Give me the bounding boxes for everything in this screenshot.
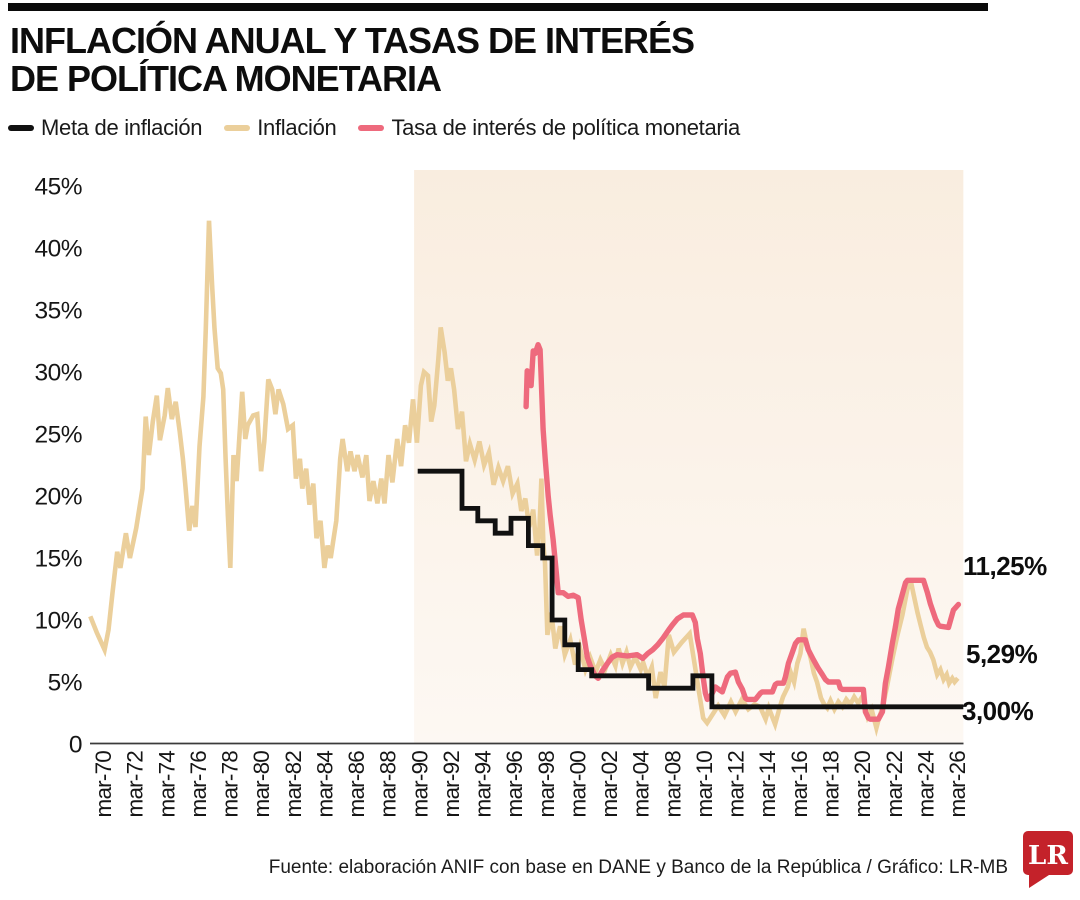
y-tick-label: 20% bbox=[34, 484, 82, 511]
x-tick-label: mar-10 bbox=[692, 751, 717, 818]
legend-item-1: Inflación bbox=[224, 115, 337, 141]
top-accent-bar bbox=[8, 3, 988, 11]
x-tick-label: mar-82 bbox=[281, 751, 306, 818]
y-tick-label: 45% bbox=[34, 174, 82, 201]
x-tick-label: mar-96 bbox=[502, 751, 527, 818]
x-tick-label: mar-12 bbox=[724, 751, 749, 818]
source-credit: Fuente: elaboración ANIF con base en DAN… bbox=[268, 857, 1008, 878]
y-tick-label: 30% bbox=[34, 360, 82, 387]
x-tick-label: mar-02 bbox=[597, 751, 622, 818]
x-tick-label: mar-00 bbox=[565, 751, 590, 818]
x-tick-label: mar-04 bbox=[629, 751, 654, 818]
y-tick-label: 0 bbox=[69, 732, 82, 759]
policy-rate-end-label: 11,25% bbox=[963, 551, 1047, 581]
legend-label: Tasa de interés de política monetaria bbox=[391, 115, 740, 140]
target-end-label: 3,00% bbox=[962, 696, 1034, 726]
page-title: INFLACIÓN ANUAL Y TASAS DE INTERÉS DE PO… bbox=[10, 20, 695, 99]
page-title-line1: INFLACIÓN ANUAL Y TASAS DE INTERÉS bbox=[10, 20, 695, 61]
x-tick-label: mar-24 bbox=[913, 751, 938, 818]
lr-logo-bubble bbox=[1023, 831, 1073, 888]
legend-item-0: Meta de inflación bbox=[8, 115, 203, 141]
x-tick-label: mar-98 bbox=[534, 751, 559, 818]
legend-dash-icon bbox=[8, 125, 34, 131]
policy-rate-line bbox=[523, 342, 962, 722]
lr-logo-text: LR bbox=[1028, 841, 1068, 871]
x-tick-label: mar-70 bbox=[91, 751, 116, 818]
legend-dash-icon bbox=[358, 125, 385, 131]
x-tick-label: mar-08 bbox=[660, 751, 685, 818]
legend: Meta de inflación Inflación Tasa de interé… bbox=[8, 115, 740, 141]
y-tick-label: 5% bbox=[48, 670, 82, 697]
legend-label: Inflación bbox=[257, 115, 337, 140]
y-tick-label: 25% bbox=[34, 422, 82, 449]
y-tick-label: 15% bbox=[34, 546, 82, 573]
x-tick-label: mar-26 bbox=[945, 751, 970, 818]
x-tick-label: mar-20 bbox=[850, 751, 875, 818]
x-tick-label: mar-92 bbox=[439, 751, 464, 818]
inflation-target-step-line bbox=[417, 468, 964, 710]
x-tick-label: mar-14 bbox=[755, 751, 780, 818]
legend-dash-icon bbox=[224, 125, 251, 131]
x-tick-label: mar-76 bbox=[186, 751, 211, 818]
x-tick-label: mar-88 bbox=[376, 751, 401, 818]
y-tick-label: 10% bbox=[34, 608, 82, 635]
x-tick-label: mar-80 bbox=[249, 751, 274, 818]
x-tick-label: mar-78 bbox=[218, 751, 243, 818]
x-tick-label: mar-90 bbox=[407, 751, 432, 818]
legend-label: Meta de inflación bbox=[41, 115, 203, 140]
y-tick-label: 40% bbox=[34, 236, 82, 263]
x-tick-label: mar-86 bbox=[344, 751, 369, 818]
lr-logo: LR bbox=[1023, 831, 1073, 888]
x-tick-label: mar-84 bbox=[312, 751, 337, 818]
y-tick-label: 35% bbox=[34, 298, 82, 325]
x-tick-label: mar-72 bbox=[123, 751, 148, 818]
x-tick-label: mar-94 bbox=[471, 751, 496, 818]
x-tick-label: mar-74 bbox=[154, 751, 179, 818]
inflation-end-label: 5,29% bbox=[966, 639, 1038, 669]
shaded-forecast-region bbox=[414, 170, 964, 744]
x-tick-label: mar-22 bbox=[882, 751, 907, 818]
legend-item-2: Tasa de interés de política monetaria bbox=[358, 115, 740, 141]
x-tick-label: mar-16 bbox=[787, 751, 812, 818]
x-tick-label: mar-18 bbox=[818, 751, 843, 818]
page-title-line2: DE POLÍTICA MONETARIA bbox=[10, 58, 442, 99]
